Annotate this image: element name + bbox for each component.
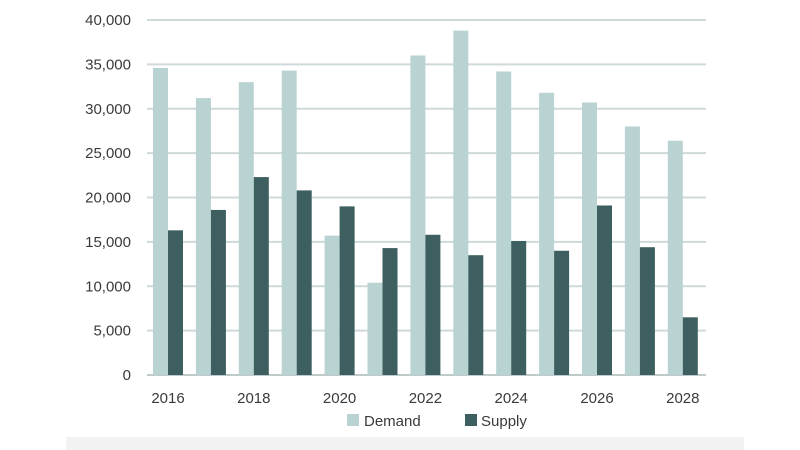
y-tick-label: 20,000 <box>85 190 131 207</box>
y-tick-label: 30,000 <box>85 101 131 118</box>
bar-supply-2021 <box>382 248 398 375</box>
legend-swatch-demand <box>347 414 359 426</box>
y-tick-label: 25,000 <box>85 145 131 162</box>
bar-demand-2016 <box>153 67 168 376</box>
bar-supply-2027 <box>639 247 655 375</box>
x-tick-label: 2028 <box>666 390 699 407</box>
y-tick-label: 5,000 <box>93 323 131 340</box>
bar-demand-2017 <box>195 98 211 375</box>
footer-band <box>66 437 744 450</box>
bar-demand-2018 <box>238 82 254 375</box>
bar-demand-2020 <box>324 235 340 375</box>
bar-supply-2022 <box>425 234 441 375</box>
bar-demand-2028 <box>667 140 683 375</box>
y-axis-ticks: 0 5,000 10,000 15,000 20,000 25,000 30,000 35,0… <box>85 12 131 384</box>
x-axis-ticks: 2016 2018 2020 2022 2024 2026 2028 <box>151 390 699 407</box>
bar-supply-2020 <box>339 206 355 375</box>
bar-demand-2025 <box>539 92 555 376</box>
x-tick-label: 2026 <box>580 390 613 407</box>
x-tick-label: 2020 <box>323 390 356 407</box>
bar-supply-2028 <box>682 317 698 375</box>
y-tick-label: 10,000 <box>85 278 131 295</box>
bar-supply-2026 <box>597 205 612 375</box>
bar-supply-2019 <box>296 190 312 375</box>
bar-demand-2027 <box>624 126 640 375</box>
bar-supply-2025 <box>554 250 570 375</box>
legend-label-supply: Supply <box>481 413 527 430</box>
bar-supply-2018 <box>253 177 269 375</box>
bar-demand-2022 <box>410 55 426 375</box>
bar-demand-2026 <box>582 102 597 375</box>
bar-supply-2023 <box>468 255 484 375</box>
bar-demand-2019 <box>281 70 297 376</box>
y-tick-label: 15,000 <box>85 234 131 251</box>
bars <box>153 30 698 376</box>
x-tick-label: 2024 <box>495 390 528 407</box>
x-tick-label: 2016 <box>151 390 184 407</box>
bar-supply-2016 <box>168 230 183 375</box>
y-tick-label: 40,000 <box>85 12 131 29</box>
legend-label-demand: Demand <box>364 413 421 430</box>
x-tick-label: 2018 <box>237 390 270 407</box>
legend: Demand Supply <box>347 413 527 430</box>
bar-supply-2024 <box>511 240 527 375</box>
y-tick-label: 35,000 <box>85 56 131 73</box>
bar-supply-2017 <box>210 209 226 375</box>
y-tick-label: 0 <box>123 367 131 384</box>
bar-demand-2021 <box>367 282 383 375</box>
legend-swatch-supply <box>465 414 477 426</box>
x-tick-label: 2022 <box>409 390 442 407</box>
bar-demand-2023 <box>453 30 469 376</box>
bar-demand-2024 <box>496 71 512 375</box>
